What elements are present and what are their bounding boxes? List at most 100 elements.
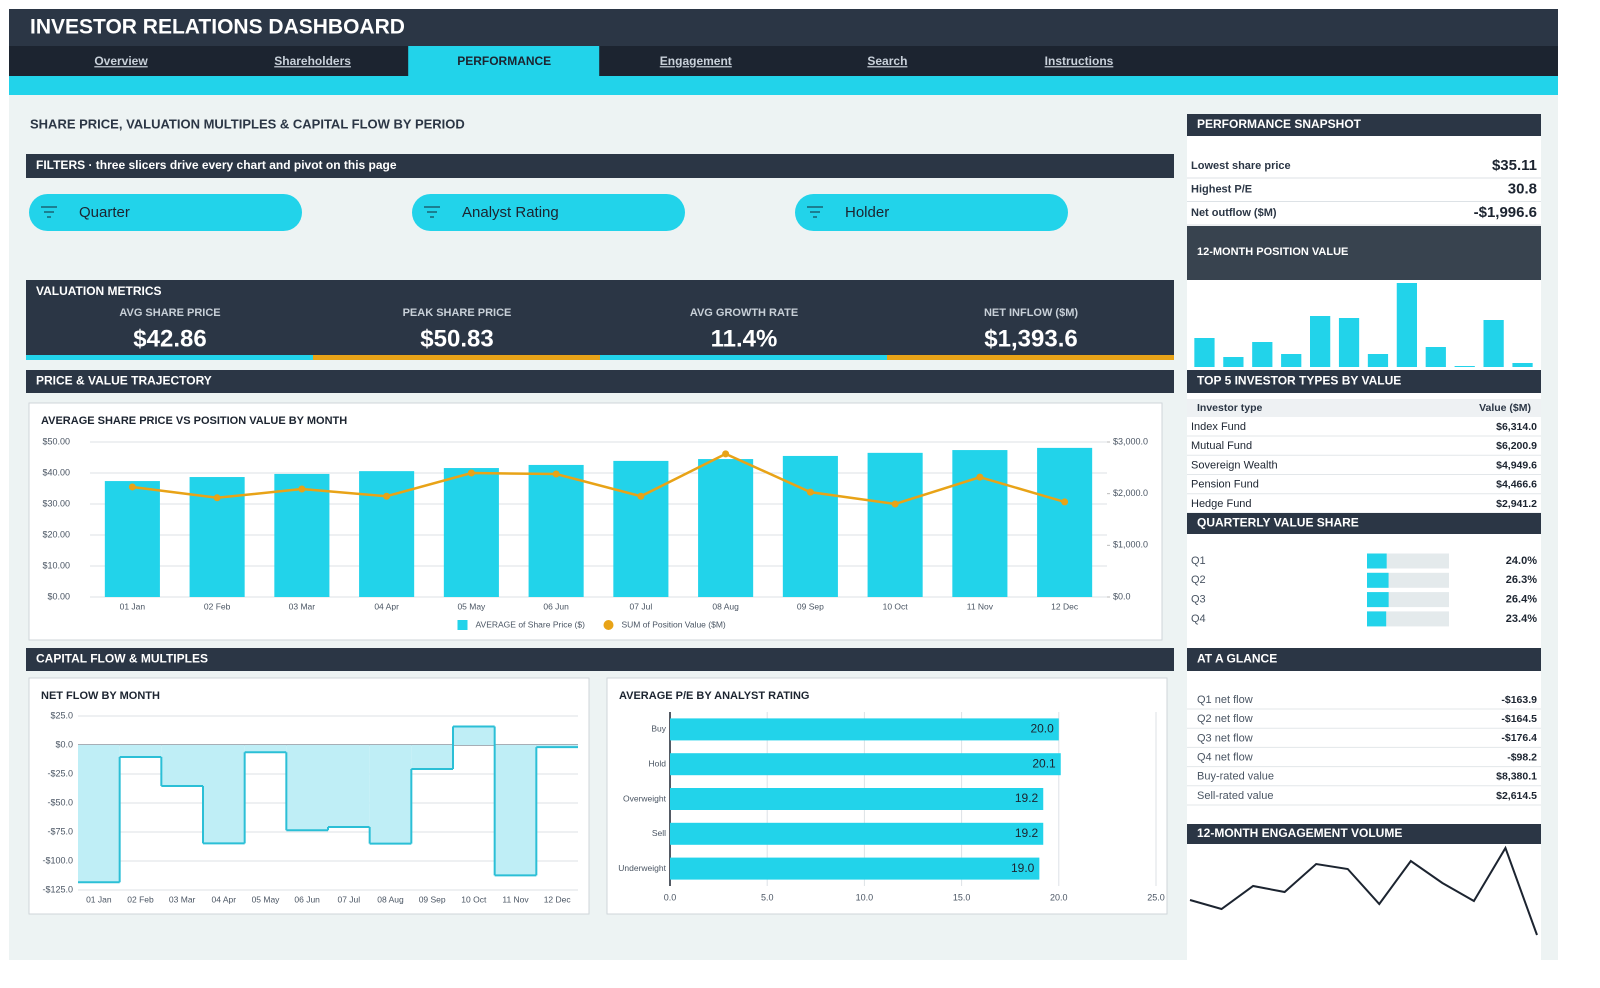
bar [528, 464, 584, 597]
row-label: Q2 [1191, 574, 1206, 586]
chart-title: AVERAGE SHARE PRICE VS POSITION VALUE BY… [41, 415, 347, 427]
kpi-panel [26, 280, 1174, 360]
slicer[interactable] [412, 194, 685, 231]
x-tick-label: 08 Aug [712, 601, 739, 611]
kpi-label: PEAK SHARE PRICE [403, 307, 512, 319]
y-tick-label: $0.0 [55, 739, 73, 749]
section-title: FILTERS · three slicers drive every char… [36, 158, 397, 172]
row-label: Q1 net flow [1197, 694, 1253, 706]
progress-bar [1367, 572, 1389, 588]
section-title: CAPITAL FLOW & MULTIPLES [36, 652, 208, 666]
x-tick-label: 02 Feb [127, 894, 154, 904]
row-label: Q3 [1191, 594, 1206, 606]
progress-track [1367, 611, 1449, 627]
area-step [244, 745, 287, 753]
x-tick-label: 02 Feb [204, 601, 231, 611]
nav-tab[interactable]: Instructions [1045, 54, 1114, 68]
nav-tab[interactable]: Search [867, 54, 907, 68]
x-tick-label: 25.0 [1147, 892, 1165, 902]
section-header [1187, 226, 1541, 280]
table-header-bg [1187, 399, 1541, 417]
kpi-label: NET INFLOW ($M) [984, 307, 1078, 319]
bar [104, 481, 160, 597]
legend-label: SUM of Position Value ($M) [622, 619, 726, 629]
column-header: Value ($M) [1479, 402, 1531, 414]
spark-bar [1281, 354, 1302, 367]
spark-bar [1396, 283, 1417, 367]
nav-tab[interactable]: Shareholders [274, 54, 351, 68]
section-title: VALUATION METRICS [36, 284, 162, 298]
x-tick-label: 07 Jul [630, 601, 653, 611]
slicer[interactable] [795, 194, 1068, 231]
y-tick-label: $50.00 [42, 436, 70, 446]
slicer-label[interactable]: Holder [845, 204, 889, 221]
section-header [1187, 513, 1541, 534]
spark-bar [1194, 338, 1215, 367]
legend-swatch [603, 620, 614, 630]
area-step [286, 745, 328, 831]
line-point [722, 450, 730, 458]
bar [274, 473, 330, 597]
x-tick-label: 03 Mar [289, 601, 316, 611]
line-point [128, 483, 136, 491]
x-tick-label: 06 Jun [294, 894, 320, 904]
bar [698, 459, 754, 597]
nav-bar [9, 46, 1558, 76]
bar [670, 857, 1040, 880]
bar [952, 450, 1008, 597]
line-point [552, 470, 560, 478]
bar [1037, 447, 1093, 597]
bar [443, 468, 499, 597]
bar [613, 460, 669, 597]
kpi-accent [313, 355, 600, 360]
column-header: Investor type [1197, 402, 1263, 414]
slicer-label[interactable]: Quarter [79, 204, 130, 221]
section-header [26, 370, 1174, 393]
x-tick-label: 15.0 [953, 892, 971, 902]
area-step [328, 745, 370, 828]
row-label: Net outflow ($M) [1191, 207, 1277, 219]
spark-bar [1454, 366, 1475, 367]
x-tick-label: 08 Aug [377, 894, 404, 904]
bar [670, 822, 1044, 845]
y-tick-label: -$125.0 [42, 884, 73, 894]
nav-tab[interactable]: Engagement [660, 54, 732, 68]
kpi-label: AVG GROWTH RATE [690, 307, 798, 319]
kpi-accent [887, 355, 1174, 360]
x-tick-label: 12 Dec [1051, 601, 1079, 611]
area-step [78, 745, 120, 883]
slicer[interactable] [29, 194, 302, 231]
y2-tick-label: $3,000.0 [1113, 436, 1148, 446]
legend-swatch [457, 620, 468, 630]
spark-bar [1425, 347, 1446, 367]
row-value: -$176.4 [1501, 732, 1537, 744]
section-header [1187, 648, 1541, 671]
area-step [161, 745, 203, 786]
line-point [891, 500, 899, 508]
area-step [453, 726, 495, 745]
spark-bar [1512, 363, 1533, 367]
y-tick-label: -$100.0 [42, 855, 73, 865]
nav-tab[interactable]: Overview [94, 54, 148, 68]
section-header [1187, 370, 1541, 393]
legend-label: AVERAGE of Share Price ($) [476, 619, 586, 629]
y-tick-label: $10.00 [42, 560, 70, 570]
line [132, 452, 1065, 506]
spark-line [1189, 845, 1538, 936]
y-tick-label: -$25.0 [47, 768, 73, 778]
slicer-label[interactable]: Analyst Rating [462, 204, 559, 221]
section-title: TOP 5 INVESTOR TYPES BY VALUE [1197, 374, 1401, 388]
row-label: Q3 net flow [1197, 732, 1253, 744]
section-header [26, 154, 1174, 178]
nav-tab[interactable]: PERFORMANCE [457, 54, 551, 68]
y-tick-label: Hold [649, 758, 667, 768]
section-title: 12-MONTH POSITION VALUE [1197, 246, 1348, 258]
y2-tick-label: $1,000.0 [1113, 540, 1148, 550]
progress-bar [1367, 592, 1389, 608]
progress-bar [1367, 553, 1387, 569]
x-tick-label: 01 Jan [86, 894, 112, 904]
spark-bar [1310, 316, 1331, 367]
y-tick-label: -$50.0 [47, 797, 73, 807]
bar [670, 753, 1061, 776]
